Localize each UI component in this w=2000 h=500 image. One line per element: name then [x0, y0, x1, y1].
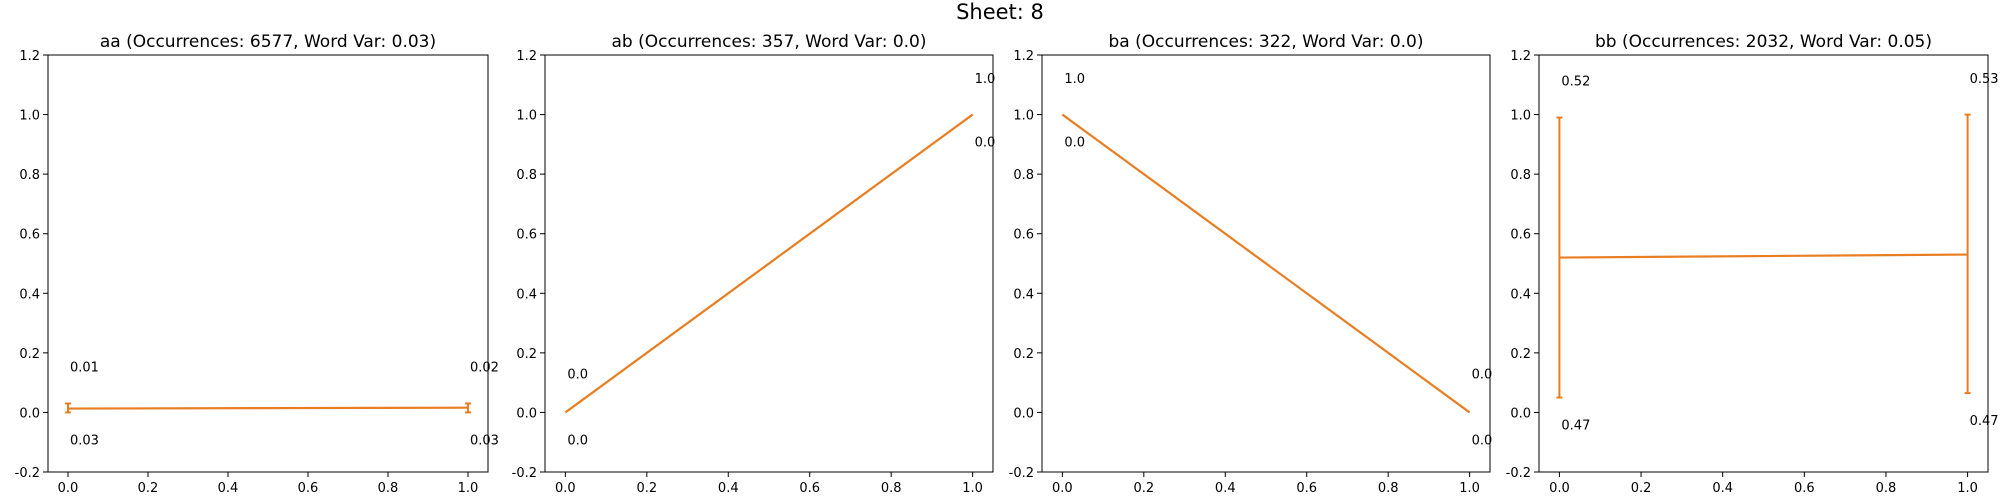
subplot-title: ab (Occurrences: 357, Word Var: 0.0) — [612, 32, 927, 52]
x-tick-label: 0.6 — [1794, 481, 1815, 496]
x-tick-label: 1.0 — [1957, 481, 1978, 496]
y-tick-label: 1.2 — [1510, 49, 1531, 64]
x-tick-label: 0.2 — [1133, 481, 1154, 496]
y-tick-label: 0.4 — [19, 287, 40, 302]
y-tick-label: 1.2 — [1013, 49, 1034, 64]
y-tick-label: 0.8 — [1013, 168, 1034, 183]
upper-annotation: 1.0 — [975, 72, 996, 87]
subplot-2: ab (Occurrences: 357, Word Var: 0.0) 0.0 0… — [512, 32, 996, 496]
y-tick-label: 1.0 — [1510, 109, 1531, 124]
x-tick-label: 0.2 — [138, 481, 159, 496]
y-tick-label: 0.2 — [516, 347, 537, 362]
lower-annotation: 0.03 — [70, 433, 99, 448]
y-tick-label: 0.0 — [1510, 406, 1531, 421]
y-tick-label: 0.6 — [516, 228, 537, 243]
y-tick-label: 0.8 — [1510, 168, 1531, 183]
y-tick-label: 0.8 — [516, 168, 537, 183]
series-line — [1559, 253, 1968, 259]
y-tick-label: 1.0 — [516, 109, 537, 124]
x-tick-label: 0.4 — [718, 481, 739, 496]
figure-suptitle: Sheet: 8 — [956, 0, 1044, 24]
subplot-title: ba (Occurrences: 322, Word Var: 0.0) — [1109, 32, 1424, 52]
x-tick-label: 0.8 — [378, 481, 399, 496]
y-tick-label: -0.2 — [15, 466, 40, 481]
series-line — [1061, 113, 1471, 414]
subplot-title: bb (Occurrences: 2032, Word Var: 0.05) — [1595, 32, 1932, 52]
x-tick-label: 0.0 — [58, 481, 79, 496]
x-tick-label: 0.6 — [1296, 481, 1317, 496]
subplot-3: ba (Occurrences: 322, Word Var: 0.0) 0.0 0… — [1009, 32, 1493, 496]
lower-annotation: 0.0 — [567, 433, 588, 448]
upper-annotation: 0.01 — [70, 360, 99, 375]
subplot-1: aa (Occurrences: 6577, Word Var: 0.03) 0.… — [15, 32, 499, 496]
x-tick-label: 0.4 — [218, 481, 239, 496]
axes-frame — [544, 54, 994, 473]
subplot-title: aa (Occurrences: 6577, Word Var: 0.03) — [100, 32, 436, 52]
x-tick-label: 0.2 — [1631, 481, 1652, 496]
y-tick-label: 0.4 — [516, 287, 537, 302]
x-tick-label: 0.4 — [1712, 481, 1733, 496]
y-tick-label: -0.2 — [1506, 466, 1531, 481]
upper-annotation: 0.02 — [470, 360, 499, 375]
y-tick-label: 0.6 — [19, 228, 40, 243]
axes-frame — [1041, 54, 1491, 473]
y-tick-label: 0.4 — [1013, 287, 1034, 302]
x-tick-label: 0.6 — [298, 481, 319, 496]
y-tick-label: 1.0 — [19, 109, 40, 124]
y-tick-label: 0.2 — [1013, 347, 1034, 362]
series-line — [564, 113, 974, 414]
x-tick-label: 1.0 — [458, 481, 479, 496]
x-tick-label: 0.8 — [1378, 481, 1399, 496]
lower-annotation: 0.03 — [470, 433, 499, 448]
y-tick-label: 0.2 — [1510, 347, 1531, 362]
y-tick-label: 0.6 — [1510, 228, 1531, 243]
lower-annotation: 0.47 — [1970, 414, 1999, 429]
y-tick-label: 0.8 — [19, 168, 40, 183]
x-tick-label: 0.2 — [636, 481, 657, 496]
lower-annotation: 0.0 — [1472, 433, 1493, 448]
lower-annotation: 0.47 — [1561, 419, 1590, 434]
y-tick-label: 0.0 — [516, 406, 537, 421]
x-tick-label: 1.0 — [1459, 481, 1480, 496]
y-tick-label: 1.2 — [19, 49, 40, 64]
x-tick-label: 0.8 — [1876, 481, 1897, 496]
subplot-4: bb (Occurrences: 2032, Word Var: 0.05) 0.… — [1506, 32, 1999, 496]
x-tick-label: 1.0 — [962, 481, 983, 496]
x-tick-label: 0.0 — [1549, 481, 1570, 496]
x-tick-label: 0.6 — [799, 481, 820, 496]
lower-annotation: 0.0 — [975, 136, 996, 151]
y-tick-label: -0.2 — [1009, 466, 1034, 481]
y-tick-label: 0.2 — [19, 347, 40, 362]
upper-annotation: 0.0 — [567, 367, 588, 382]
y-tick-label: -0.2 — [512, 466, 537, 481]
upper-annotation: 0.0 — [1472, 367, 1493, 382]
x-tick-label: 0.0 — [1052, 481, 1073, 496]
x-tick-label: 0.4 — [1215, 481, 1236, 496]
x-tick-label: 0.8 — [881, 481, 902, 496]
y-tick-label: 1.0 — [1013, 109, 1034, 124]
y-tick-label: 0.4 — [1510, 287, 1531, 302]
lower-annotation: 0.0 — [1064, 136, 1085, 151]
y-tick-label: 1.2 — [516, 49, 537, 64]
y-tick-label: 0.0 — [1013, 406, 1034, 421]
x-tick-label: 0.0 — [555, 481, 576, 496]
axes-frame — [1538, 54, 1989, 473]
upper-annotation: 0.53 — [1970, 72, 1999, 87]
upper-annotation: 0.52 — [1561, 75, 1590, 90]
y-tick-label: 0.0 — [19, 406, 40, 421]
series-line — [67, 406, 469, 410]
axes-frame — [47, 54, 489, 473]
y-tick-label: 0.6 — [1013, 228, 1034, 243]
upper-annotation: 1.0 — [1064, 72, 1085, 87]
